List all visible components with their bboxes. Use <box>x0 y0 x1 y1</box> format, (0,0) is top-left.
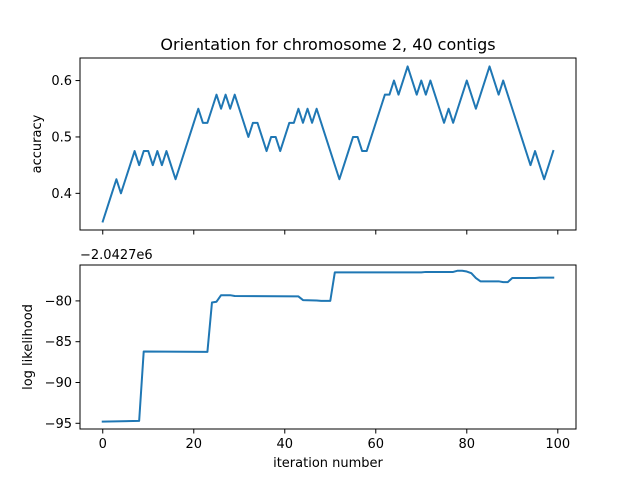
chart-title: Orientation for chromosome 2, 40 contigs <box>160 35 495 54</box>
accuracy-series-line <box>101 65 555 223</box>
log-likelihood-y-axis-label: log likelihood <box>21 304 36 390</box>
log-likelihood-x-tick-label: 0 <box>99 437 107 452</box>
log-likelihood-subplot: 0 20 40 60 80 100 −95 −90 −85 −80 −2.0427e6 log l… <box>21 248 577 471</box>
accuracy-y-axis-label: accuracy <box>30 114 45 173</box>
log-likelihood-x-tick-label: 20 <box>185 437 202 452</box>
x-axis-label: iteration number <box>273 456 383 471</box>
log-likelihood-y-tick-label: −95 <box>45 417 72 432</box>
accuracy-y-tick-label: 0.5 <box>51 130 72 145</box>
log-likelihood-x-tick-label: 40 <box>276 437 293 452</box>
y-offset-label: −2.0427e6 <box>80 248 153 263</box>
log-likelihood-y-tick-label: −90 <box>45 376 72 391</box>
log-likelihood-x-tick-label: 80 <box>459 437 476 452</box>
accuracy-y-tick-label: 0.4 <box>51 187 72 202</box>
log-likelihood-y-tick-label: −80 <box>45 294 72 309</box>
log-likelihood-x-tick-label: 60 <box>368 437 385 452</box>
log-likelihood-plot-frame <box>79 264 577 430</box>
log-likelihood-series-line <box>101 269 555 423</box>
log-likelihood-x-tick-label: 100 <box>545 437 570 452</box>
accuracy-y-tick-label: 0.6 <box>51 74 72 89</box>
accuracy-subplot: Orientation for chromosome 2, 40 contigs… <box>30 35 577 235</box>
accuracy-plot-frame <box>79 57 577 231</box>
log-likelihood-y-tick-label: −85 <box>45 335 72 350</box>
